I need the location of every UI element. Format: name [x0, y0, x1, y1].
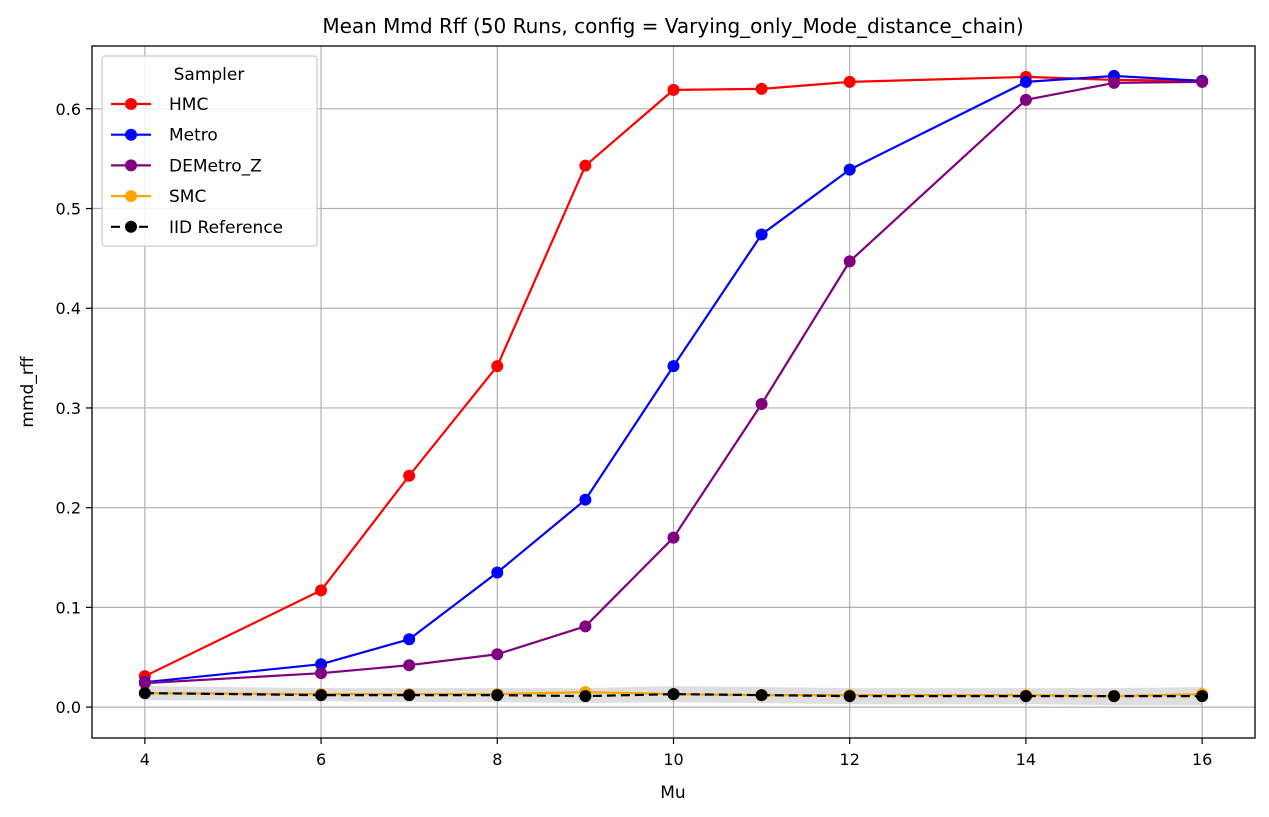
- legend-label-smc: SMC: [169, 187, 206, 207]
- legend-marker-iid-reference: [125, 220, 137, 233]
- x-tick-label: 4: [140, 750, 150, 769]
- data-point-hmc: [315, 584, 328, 597]
- legend-marker-smc: [125, 190, 137, 203]
- series-iid-reference: [138, 687, 1209, 703]
- x-tick-label: 12: [840, 750, 860, 769]
- chart-title: Mean Mmd Rff (50 Runs, config = Varying_…: [322, 14, 1023, 38]
- data-point-iid-reference: [579, 690, 592, 703]
- data-point-demetro-z: [315, 667, 328, 680]
- series-metro: [138, 69, 1209, 689]
- y-tick-label: 0.3: [56, 399, 81, 418]
- data-point-iid-reference: [1108, 690, 1121, 703]
- data-point-iid-reference: [138, 687, 151, 700]
- data-point-demetro-z: [843, 255, 856, 268]
- x-tick-label: 16: [1192, 750, 1212, 769]
- x-tick-label: 8: [492, 750, 502, 769]
- series-hmc: [138, 70, 1209, 683]
- data-point-demetro-z: [491, 648, 504, 661]
- legend-label-hmc: HMC: [169, 95, 208, 115]
- data-point-demetro-z: [1019, 93, 1032, 106]
- data-point-iid-reference: [1196, 690, 1209, 703]
- data-point-hmc: [667, 83, 680, 96]
- legend-title: Sampler: [174, 65, 245, 85]
- y-axis-label: mmd_rff: [18, 355, 38, 427]
- y-tick-label: 0.0: [56, 698, 81, 717]
- data-point-metro: [403, 633, 416, 646]
- y-tick-label: 0.5: [56, 200, 81, 219]
- data-point-demetro-z: [1196, 75, 1209, 88]
- legend-label-demetro-z: DEMetro_Z: [169, 156, 262, 176]
- x-tick-label: 10: [663, 750, 683, 769]
- data-point-demetro-z: [579, 620, 592, 633]
- data-point-hmc: [579, 159, 592, 172]
- series-layer: [138, 69, 1209, 703]
- x-axis: 4 6 8 10 12 14 16: [140, 738, 1212, 769]
- data-point-hmc: [755, 82, 768, 95]
- x-tick-label: 6: [316, 750, 326, 769]
- y-tick-label: 0.4: [56, 299, 81, 318]
- data-point-demetro-z: [1108, 76, 1121, 89]
- data-point-metro: [843, 163, 856, 176]
- data-point-demetro-z: [403, 659, 416, 672]
- legend-marker-demetro-z: [125, 159, 137, 172]
- legend-label-iid-reference: IID Reference: [169, 218, 283, 238]
- data-point-iid-reference: [755, 689, 768, 702]
- legend: Sampler HMC Metro DEMetro_Z SMC IID Referenc…: [101, 55, 318, 247]
- data-point-hmc: [403, 469, 416, 482]
- y-tick-label: 0.1: [56, 598, 81, 617]
- series-demetro-z: [138, 75, 1209, 690]
- data-point-demetro-z: [755, 397, 768, 410]
- data-point-metro: [315, 658, 328, 671]
- x-tick-label: 14: [1016, 750, 1036, 769]
- data-point-hmc: [491, 360, 504, 373]
- grid: [92, 46, 1255, 738]
- series-line-iid-reference: [144, 692, 1203, 698]
- data-point-iid-reference: [843, 690, 856, 703]
- data-point-metro: [1019, 75, 1032, 88]
- data-point-demetro-z: [667, 531, 680, 544]
- data-point-iid-reference: [1019, 690, 1032, 703]
- legend-marker-metro: [125, 128, 137, 141]
- legend-items: HMC Metro DEMetro_Z SMC IID Reference: [111, 95, 283, 238]
- data-point-iid-reference: [491, 689, 504, 702]
- x-axis-label: Mu: [660, 783, 685, 803]
- y-tick-label: 0.6: [56, 100, 81, 119]
- y-tick-label: 0.2: [56, 499, 81, 518]
- data-point-iid-reference: [315, 689, 328, 702]
- data-point-metro: [491, 566, 504, 579]
- data-point-metro: [667, 360, 680, 373]
- legend-label-metro: Metro: [169, 126, 218, 146]
- data-point-demetro-z: [138, 677, 151, 690]
- legend-box: [101, 55, 318, 247]
- data-point-metro: [755, 228, 768, 241]
- y-axis: 0.0 0.1 0.2 0.3 0.4 0.5 0.6: [56, 100, 92, 717]
- legend-marker-hmc: [125, 98, 137, 110]
- data-point-iid-reference: [403, 689, 416, 702]
- data-point-metro: [579, 493, 592, 506]
- data-point-hmc: [843, 75, 856, 88]
- data-point-iid-reference: [667, 688, 680, 701]
